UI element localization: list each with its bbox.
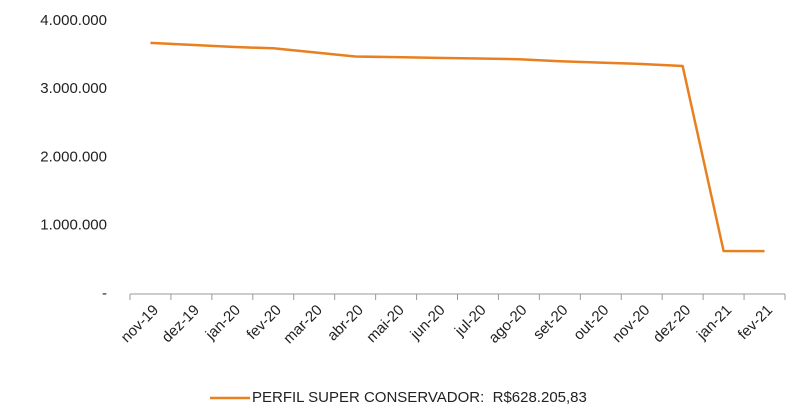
y-tick-label: - [102, 285, 107, 302]
y-tick-label: 4.000.000 [40, 12, 107, 29]
x-tick-label: out-20 [570, 302, 612, 344]
legend-label: PERFIL SUPER CONSERVADOR: R$628.205,83 [252, 389, 587, 406]
x-tick-label: nov-19 [118, 302, 162, 346]
x-tick-label: nov-20 [609, 302, 653, 346]
y-tick-label: 3.000.000 [40, 80, 107, 97]
x-tick-label: abr-20 [324, 302, 367, 345]
x-tick-label: dez-19 [159, 302, 203, 346]
y-tick-label: 2.000.000 [40, 148, 107, 165]
y-tick-label: 1.000.000 [40, 217, 107, 234]
x-tick-label: dez-20 [650, 302, 694, 346]
x-tick-label: ago-20 [485, 302, 530, 347]
x-tick-label: jan-20 [202, 302, 244, 344]
x-tick-label: fev-21 [735, 302, 777, 344]
x-tick-label: set-20 [530, 302, 572, 344]
x-tick-label: mar-20 [280, 302, 326, 348]
x-tick-label: jan-21 [693, 302, 735, 344]
x-tick-label: jun-20 [406, 302, 448, 344]
x-tick-label: mai-20 [363, 302, 407, 346]
x-tick-label: fev-20 [243, 302, 285, 344]
series-line [150, 41, 765, 253]
x-tick-label: jul-20 [451, 302, 490, 341]
